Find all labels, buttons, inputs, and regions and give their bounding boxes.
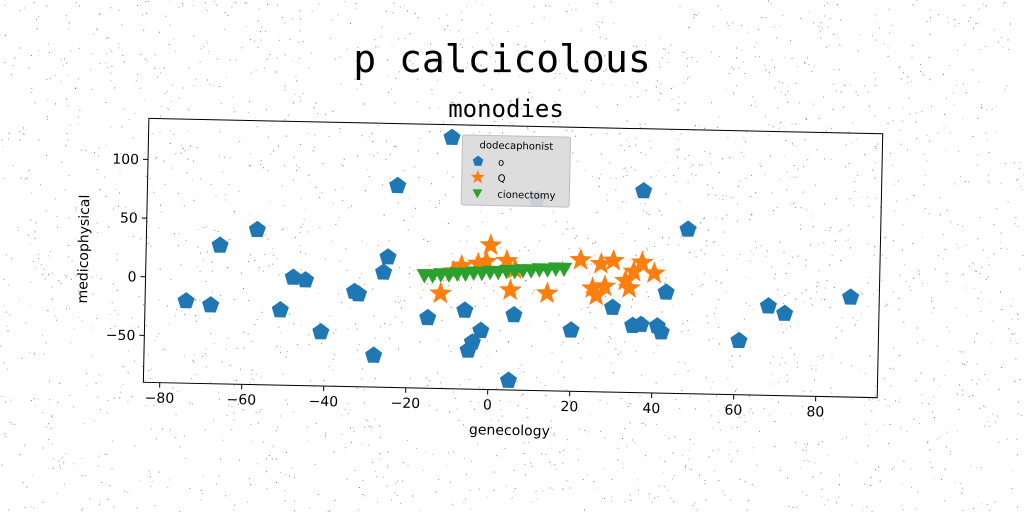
data-point — [657, 283, 675, 300]
y-tick-label: −50 — [106, 328, 136, 345]
data-point — [679, 220, 697, 237]
data-point — [499, 371, 518, 388]
data-point — [652, 323, 670, 340]
legend-marker-q — [470, 169, 485, 184]
chart-title: monodies — [448, 95, 564, 123]
x-tick-label: 20 — [560, 399, 578, 415]
legend-marker-o — [472, 155, 484, 166]
legend-title: dodecaphonist — [479, 140, 553, 153]
data-point — [365, 346, 383, 363]
y-axis-ticks: −50 0 50 100 — [106, 152, 149, 345]
data-point — [177, 292, 195, 309]
data-point — [584, 283, 608, 306]
x-tick-label: −60 — [226, 392, 256, 409]
data-point — [312, 323, 330, 340]
x-axis-label: genecology — [469, 422, 550, 440]
data-point — [498, 278, 522, 301]
data-point — [505, 305, 523, 323]
data-point — [562, 321, 580, 338]
legend-box — [460, 134, 572, 208]
data-point — [842, 288, 860, 305]
data-point — [535, 281, 559, 304]
data-point — [379, 248, 397, 265]
data-point — [622, 259, 646, 282]
figure-title: p calcicolous — [353, 37, 650, 81]
data-point — [472, 321, 490, 339]
y-axis-label: medicophysical — [75, 195, 93, 304]
data-point — [479, 233, 503, 256]
series-cionectomy-group — [416, 262, 573, 284]
x-axis-ticks: −80 −60 −40 −20 0 20 40 60 80 — [144, 382, 824, 421]
data-point — [593, 274, 617, 297]
data-point — [375, 263, 393, 280]
data-point — [350, 285, 368, 302]
data-point — [248, 220, 266, 238]
x-tick-label: 80 — [806, 404, 824, 420]
data-point — [456, 301, 474, 318]
data-point — [630, 250, 654, 273]
data-point — [589, 251, 613, 274]
data-point — [618, 276, 641, 298]
data-point — [443, 128, 461, 146]
y-tick-label: 50 — [120, 211, 138, 227]
data-point — [271, 301, 289, 318]
plot-area: −80 −60 −40 −20 0 20 40 60 80 −50 0 50 100 dodecaph… — [75, 117, 884, 440]
data-point — [202, 296, 220, 313]
data-point — [730, 331, 748, 349]
plot-frame — [142, 117, 884, 399]
data-point — [632, 315, 650, 333]
y-tick-label: 100 — [112, 152, 139, 169]
data-point — [211, 236, 229, 253]
data-point — [474, 249, 498, 272]
data-point — [284, 268, 302, 285]
data-point — [569, 248, 593, 270]
x-tick-label: 40 — [642, 401, 660, 417]
x-tick-label: −20 — [390, 395, 420, 412]
data-point — [429, 281, 453, 304]
legend-marker-cionectomy — [472, 189, 483, 199]
legend-label: o — [498, 158, 504, 169]
data-point — [635, 181, 653, 199]
legend-label: Q — [498, 174, 506, 185]
x-tick-label: 60 — [724, 402, 742, 418]
data-point — [642, 261, 666, 284]
y-tick-label: 0 — [127, 269, 136, 285]
x-tick-label: −80 — [144, 390, 174, 407]
x-tick-label: −40 — [308, 394, 338, 411]
data-point — [759, 297, 777, 314]
x-tick-label: 0 — [483, 397, 492, 413]
data-point — [296, 271, 315, 288]
data-point — [556, 262, 573, 278]
data-point — [776, 304, 794, 321]
data-point — [603, 298, 622, 316]
data-point — [602, 248, 625, 271]
data-point — [419, 308, 437, 326]
legend-label: cionectomy — [497, 190, 555, 202]
data-point — [389, 176, 407, 194]
data-markers — [177, 128, 860, 388]
